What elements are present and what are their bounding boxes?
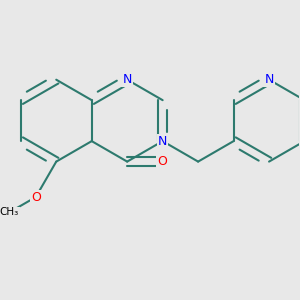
- Text: N: N: [264, 73, 274, 86]
- Text: N: N: [158, 135, 167, 148]
- Text: O: O: [157, 155, 167, 168]
- Text: CH₃: CH₃: [0, 207, 19, 218]
- Text: N: N: [122, 73, 132, 86]
- Text: O: O: [31, 190, 41, 204]
